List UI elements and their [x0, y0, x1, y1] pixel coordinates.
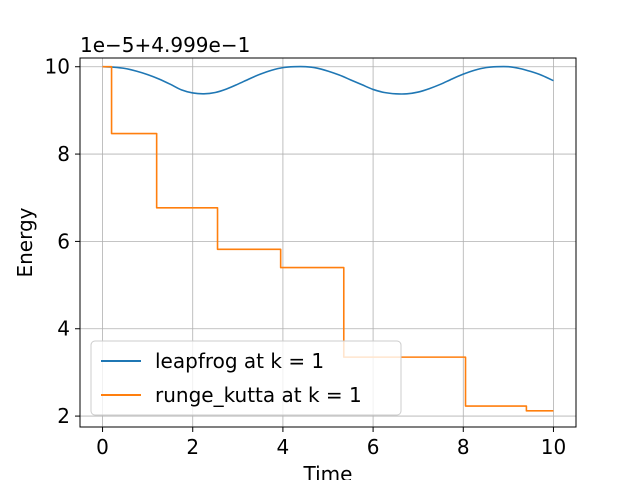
y-tick-label: 6 [57, 229, 70, 253]
grid [80, 58, 576, 427]
legend-box [90, 340, 402, 416]
axes-frame [79, 57, 577, 428]
x-tick-label: 8 [457, 435, 470, 459]
ticks: 0 2 4 6 8 10 2 4 6 8 10 [45, 55, 567, 459]
x-tick-label: 10 [541, 435, 566, 459]
x-axis-label: Time [303, 462, 353, 480]
series-layer [102, 65, 554, 412]
axis-offset-text: 1e−5+4.999e−1 [80, 33, 250, 57]
series-line-1 [102, 65, 554, 95]
y-axis-label: Energy [13, 207, 37, 277]
series-line-2 [102, 65, 554, 412]
y-tick-label: 10 [45, 55, 70, 79]
y-tick-label: 4 [57, 317, 70, 341]
x-tick-label: 4 [277, 435, 290, 459]
y-tick-label: 2 [57, 404, 70, 428]
x-tick-label: 0 [96, 435, 109, 459]
x-tick-label: 2 [186, 435, 199, 459]
x-tick-label: 6 [367, 435, 380, 459]
legend: leapfrog at k = 1 runge_kutta at k = 1 [90, 340, 402, 416]
legend-label-1: leapfrog at k = 1 [155, 349, 324, 373]
y-tick-label: 8 [57, 142, 70, 166]
legend-label-2: runge_kutta at k = 1 [155, 383, 362, 407]
